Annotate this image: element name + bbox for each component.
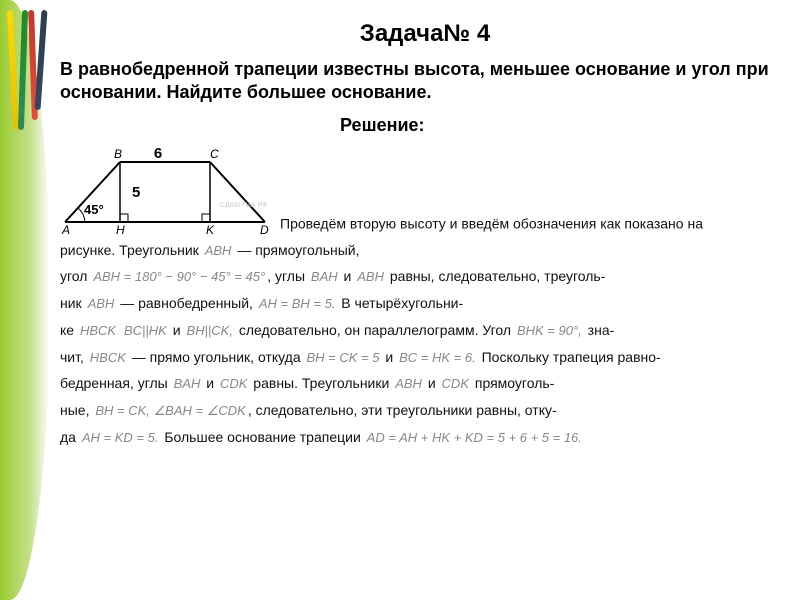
vertex-c: C (210, 147, 219, 161)
trapezoid-figure: 6 5 45° A B C D H K СДАМ ГИА РФ (60, 142, 270, 242)
text-s7: равны, следовательно, треуголь- (386, 268, 605, 284)
text-s26: да (60, 429, 80, 445)
text-s19: бедренная, углы (60, 375, 172, 391)
text-s9: — равнобедренный, (116, 295, 257, 311)
problem-statement: В равнобедренной трапеции известны высот… (60, 58, 790, 105)
text-s2: рисунке. Треугольник (60, 242, 199, 258)
left-decoration (0, 0, 50, 600)
text-s20: и (202, 375, 218, 391)
text-s14: зна- (584, 322, 615, 338)
text-s6: и (340, 268, 356, 284)
math-m11: BH = CK = 5 (305, 350, 382, 365)
text-s21: равны. Треугольники (249, 375, 393, 391)
vertex-a: A (61, 223, 70, 237)
text-s5: , углы (267, 268, 309, 284)
label-bc: 6 (154, 145, 162, 162)
math-m9: BHK = 90°, (515, 323, 584, 338)
vertex-d: D (260, 223, 269, 237)
text-s12: и (169, 322, 185, 338)
solution-label: Решение: (340, 115, 790, 136)
vertex-k: K (206, 223, 215, 237)
page-title: Задача№ 4 (60, 20, 790, 48)
math-m12: BC = HK = 6. (397, 350, 478, 365)
label-height: 5 (132, 184, 140, 201)
math-m5: ABH (86, 296, 117, 311)
text-s16: — прямо угольник, откуда (128, 349, 305, 365)
math-m14: CDK (218, 376, 249, 391)
watermark: СДАМ ГИА РФ (220, 202, 267, 209)
text-s27: Большее основание трапеции (160, 429, 364, 445)
math-m17: BH = CK, ∠BAH = ∠CDK (93, 403, 247, 418)
math-m19: AD = AH + HK + KD = 5 + 6 + 5 = 16. (365, 430, 584, 445)
text-s10: В четырёхугольни- (337, 295, 463, 311)
math-m3: BAH (309, 269, 340, 284)
math-m4: ABH (355, 269, 386, 284)
text-s11: ке (60, 322, 78, 338)
vertex-b: B (114, 147, 122, 161)
text-s1: Проведём вторую высоту и введём обозначе… (280, 215, 703, 231)
text-s4: угол (60, 268, 91, 284)
figure-and-text: 6 5 45° A B C D H K СДАМ ГИА РФ Проведём… (60, 142, 790, 451)
math-m15: ABH (393, 376, 424, 391)
text-s24: ные, (60, 402, 93, 418)
math-m18: AH = KD = 5. (80, 430, 161, 445)
trapezoid-svg: 6 5 45° A B C D H K СДАМ ГИА РФ (60, 142, 270, 237)
text-s22: и (424, 375, 440, 391)
text-s3: — прямоугольный, (237, 242, 359, 258)
math-m13: BAH (172, 376, 203, 391)
text-s25: , следовательно, эти треугольники равны,… (248, 402, 557, 418)
math-m2: ABH = 180° − 90° − 45° = 45° (91, 269, 267, 284)
math-m7a: BC||HK (122, 323, 169, 338)
math-m6: AH = BH = 5. (257, 296, 338, 311)
math-m8: BH||CK, (184, 323, 234, 338)
vertex-h: H (116, 223, 125, 237)
math-m10: HBCK (88, 350, 128, 365)
page-content: Задача№ 4 В равнобедренной трапеции изве… (60, 20, 790, 450)
text-s18: Поскольку трапеция равно- (478, 349, 661, 365)
label-angle: 45° (84, 202, 104, 217)
text-s17: и (382, 349, 398, 365)
text-s8: ник (60, 295, 86, 311)
math-m16: CDK (440, 376, 471, 391)
text-s23: прямоуголь- (471, 375, 554, 391)
math-m1: ABH (203, 243, 234, 258)
pencil-blue (35, 10, 48, 110)
text-s15: чит, (60, 349, 88, 365)
math-m7: HBCK (78, 323, 118, 338)
text-s13: следовательно, он параллелограмм. Угол (235, 322, 515, 338)
